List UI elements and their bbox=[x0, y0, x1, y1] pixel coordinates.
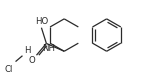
Text: Cl: Cl bbox=[4, 65, 13, 74]
Text: H: H bbox=[24, 46, 31, 55]
Text: O: O bbox=[29, 56, 36, 65]
Text: HO: HO bbox=[35, 17, 48, 26]
Text: NH: NH bbox=[43, 44, 56, 53]
